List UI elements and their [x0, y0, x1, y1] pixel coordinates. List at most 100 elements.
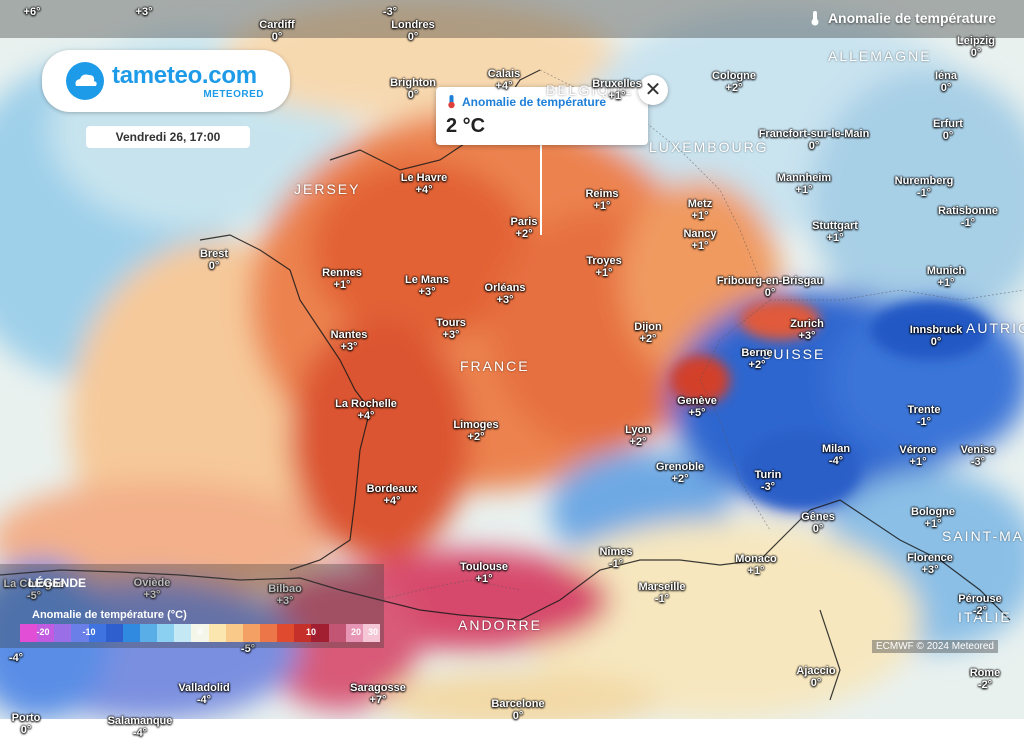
city-label[interactable]: Brighton 0°: [390, 77, 436, 101]
city-name: Tours: [436, 317, 466, 329]
city-name: Cologne: [712, 70, 756, 82]
city-label[interactable]: Reims +1°: [585, 188, 618, 212]
city-anomaly-value: +2°: [671, 473, 689, 485]
city-label[interactable]: Florence +3°: [907, 552, 953, 576]
city-label[interactable]: Nantes +3°: [331, 329, 368, 353]
city-label[interactable]: Monaco +1°: [735, 553, 777, 577]
city-label[interactable]: Cologne +2°: [712, 70, 756, 94]
data-credit: ECMWF © 2024 Meteored: [872, 640, 998, 653]
city-name: Barcelone: [491, 698, 545, 710]
city-label[interactable]: Le Mans +3°: [405, 274, 449, 298]
city-name: Rennes: [322, 267, 362, 279]
thermometer-icon: [448, 95, 455, 109]
city-label[interactable]: Munich +1°: [927, 265, 966, 289]
city-label[interactable]: Fribourg-en-Brisgau 0°: [717, 275, 823, 299]
city-label[interactable]: Toulouse +1°: [460, 561, 508, 585]
city-anomaly-value: +1°: [691, 240, 709, 252]
city-anomaly-value: 0°: [512, 710, 524, 722]
city-label[interactable]: Orléans +3°: [485, 282, 526, 306]
city-label[interactable]: Bologne +1°: [911, 506, 955, 530]
city-label[interactable]: Gênes 0°: [801, 511, 835, 535]
city-label[interactable]: La Corogne -5°: [3, 578, 64, 602]
city-label[interactable]: Zurich +3°: [790, 318, 824, 342]
city-label[interactable]: Vérone +1°: [899, 444, 936, 468]
city-label[interactable]: Nîmes -1°: [599, 546, 632, 570]
city-label[interactable]: Marseille -1°: [638, 581, 685, 605]
city-label[interactable]: Nancy +1°: [683, 228, 716, 252]
city-label[interactable]: Cardiff 0°: [259, 19, 294, 43]
brand-sub: METEORED: [203, 89, 264, 100]
city-label[interactable]: Nuremberg -1°: [895, 175, 954, 199]
city-anomaly-value: 0°: [764, 287, 776, 299]
city-anomaly-value: 0°: [942, 130, 954, 142]
city-label[interactable]: Innsbruck 0°: [910, 324, 963, 348]
city-label[interactable]: Milan -4°: [822, 443, 850, 467]
city-label[interactable]: Valladolid -4°: [178, 682, 229, 706]
city-label[interactable]: Lyon +2°: [625, 424, 651, 448]
city-label[interactable]: Leipzig 0°: [957, 35, 995, 59]
city-label[interactable]: Genève +5°: [677, 395, 717, 419]
country-label: AUTRICHE: [966, 320, 1024, 336]
city-name: Nîmes: [599, 546, 633, 558]
city-label[interactable]: Ratisbonne -1°: [938, 205, 998, 229]
city-label[interactable]: Bordeaux +4°: [367, 483, 418, 507]
city-name: Iéna: [934, 70, 958, 82]
city-label[interactable]: Rennes +1°: [322, 267, 362, 291]
city-name: Brighton: [390, 77, 436, 89]
city-name: Pérouse: [958, 593, 1002, 605]
city-anomaly-value: 0°: [812, 523, 824, 535]
city-label[interactable]: Tours +3°: [436, 317, 466, 341]
brand-logo[interactable]: tameteo.com METEORED: [42, 50, 290, 112]
city-anomaly-value: +7°: [369, 694, 387, 706]
city-name: Reims: [585, 188, 619, 200]
city-name: Limoges: [453, 419, 499, 431]
city-label[interactable]: Dijon +2°: [634, 321, 662, 345]
city-label[interactable]: Bruxelles +1°: [592, 78, 642, 102]
city-label[interactable]: Erfurt 0°: [933, 118, 963, 142]
city-label[interactable]: Troyes +1°: [586, 255, 621, 279]
city-name: Ajaccio: [796, 665, 836, 677]
city-name: Oviède: [133, 577, 171, 589]
legend-swatch: [225, 624, 243, 642]
legend-swatch: [157, 624, 175, 642]
close-button[interactable]: ✕: [638, 75, 668, 105]
city-anomaly-value: +1°: [475, 573, 493, 585]
city-anomaly-value: -1°: [916, 187, 932, 199]
city-label[interactable]: Brest 0°: [200, 248, 228, 272]
city-label[interactable]: Limoges +2°: [453, 419, 498, 443]
city-label[interactable]: Francfort-sur-le-Main 0°: [759, 128, 870, 152]
city-label[interactable]: Iéna 0°: [935, 70, 957, 94]
city-anomaly-value: +2°: [629, 436, 647, 448]
city-label[interactable]: Berne +2°: [741, 347, 772, 371]
city-label[interactable]: Grenoble +2°: [656, 461, 704, 485]
city-label[interactable]: Calais +4°: [488, 68, 520, 92]
city-label[interactable]: Paris +2°: [511, 216, 538, 240]
layer-title[interactable]: Anomalie de température: [810, 10, 996, 26]
city-label[interactable]: Rome -2°: [970, 667, 1001, 691]
city-label[interactable]: Metz +1°: [688, 198, 712, 222]
city-label[interactable]: Saragosse +7°: [350, 682, 406, 706]
city-label[interactable]: Stuttgart +1°: [812, 220, 858, 244]
city-label[interactable]: Porto 0°: [12, 712, 41, 736]
city-label[interactable]: Trente -1°: [907, 404, 940, 428]
city-label[interactable]: Londres 0°: [391, 19, 434, 43]
city-label[interactable]: La Rochelle +4°: [335, 398, 397, 422]
forecast-time[interactable]: Vendredi 26, 17:00: [86, 126, 250, 148]
city-label[interactable]: Pérouse -2°: [958, 593, 1001, 617]
city-label[interactable]: Bilbao +3°: [268, 583, 302, 607]
city-anomaly-value: +4°: [383, 495, 401, 507]
city-label[interactable]: Oviède +3°: [134, 577, 171, 601]
popup-label: Anomalie de température: [462, 95, 607, 109]
city-label[interactable]: Turin -3°: [755, 469, 782, 493]
legend-swatch: [105, 624, 123, 642]
city-label[interactable]: Barcelone 0°: [491, 698, 544, 722]
city-label[interactable]: Le Havre +4°: [401, 172, 447, 196]
city-anomaly-value: -1°: [916, 416, 932, 428]
city-name: Leipzig: [957, 35, 995, 47]
popup-pointer: [540, 145, 542, 235]
city-anomaly-value: +1°: [593, 200, 611, 212]
city-label[interactable]: Ajaccio 0°: [796, 665, 835, 689]
city-anomaly-value: -1°: [960, 217, 976, 229]
city-label[interactable]: Venise -3°: [961, 444, 996, 468]
city-label[interactable]: Mannheim +1°: [777, 172, 831, 196]
